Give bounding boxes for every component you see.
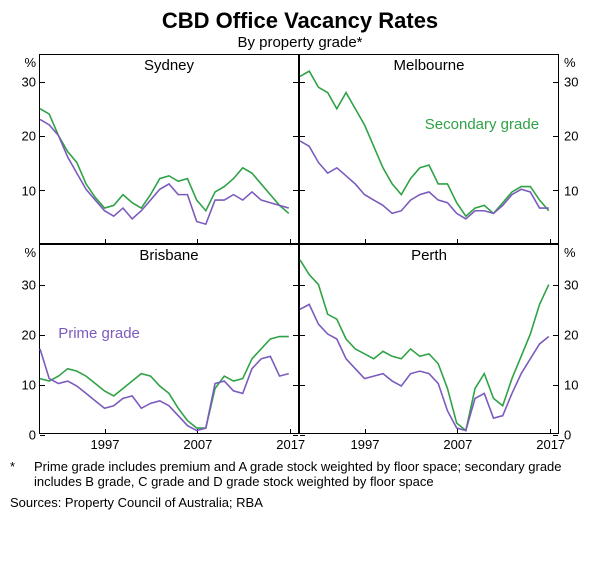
secondary-line [40, 109, 289, 214]
x-tick-label: 2017 [536, 437, 565, 452]
panel-svg [40, 55, 298, 243]
y-tick-label: 30 [22, 278, 36, 293]
sources: Sources: Property Council of Australia; … [10, 495, 590, 510]
y-unit: % [24, 245, 36, 260]
chart-container: CBD Office Vacancy Rates By property gra… [0, 0, 600, 520]
x-tick-label: 2007 [183, 437, 212, 452]
y-tick-label: 20 [564, 129, 578, 144]
y-axis-left: % 10 20 30 [10, 55, 40, 245]
y-tick-label: 30 [564, 75, 578, 90]
panel-svg [300, 55, 558, 243]
secondary-line [300, 260, 549, 431]
panel-title: Sydney [40, 57, 298, 74]
y-unit: % [24, 55, 36, 70]
panel-perth: Perth [299, 244, 559, 434]
prime-line [40, 119, 289, 224]
chart-title: CBD Office Vacancy Rates [10, 8, 590, 34]
chart-subtitle: By property grade* [10, 34, 590, 51]
y-axis-right: % 10 20 30 [560, 55, 590, 245]
y-tick-label: 30 [564, 278, 578, 293]
x-tick-label: 1997 [91, 437, 120, 452]
footnote-marker: * [10, 459, 34, 489]
y-tick-label: 20 [22, 129, 36, 144]
panel-title: Perth [300, 247, 558, 264]
secondary-grade-label: Secondary grade [425, 116, 539, 133]
y-tick-label: 10 [22, 183, 36, 198]
footnote: * Prime grade includes premium and A gra… [10, 459, 590, 489]
prime-line [300, 304, 549, 430]
y-tick-label: 30 [22, 75, 36, 90]
secondary-line [40, 337, 289, 429]
panel-title: Melbourne [300, 57, 558, 74]
panel-sydney: Sydney [39, 54, 299, 244]
y-tick-label: 10 [22, 378, 36, 393]
x-axis: 199720072017 [300, 435, 560, 453]
x-axis: 199720072017 [40, 435, 300, 453]
panel-svg [300, 245, 558, 433]
x-tick-label: 2007 [443, 437, 472, 452]
y-tick-label: 10 [564, 183, 578, 198]
y-unit: % [564, 55, 576, 70]
prime-line [300, 141, 549, 219]
prime-grade-label: Prime grade [58, 325, 140, 342]
x-tick-label: 1997 [351, 437, 380, 452]
y-tick-label: 0 [29, 428, 36, 443]
y-axis-right: %0102030 [560, 245, 590, 435]
chart-area: % 10 20 30 SydneyMelbourne Secondary grade% 10… [10, 55, 590, 453]
y-tick-label: 20 [22, 328, 36, 343]
y-tick-label: 10 [564, 378, 578, 393]
footnote-text: Prime grade includes premium and A grade… [34, 459, 590, 489]
y-unit: % [564, 245, 576, 260]
panel-title: Brisbane [40, 247, 298, 264]
y-tick-label: 20 [564, 328, 578, 343]
panel-melbourne: Melbourne Secondary grade [299, 54, 559, 244]
y-axis-left: %0102030 [10, 245, 40, 435]
panel-brisbane: Brisbane Prime grade [39, 244, 299, 434]
